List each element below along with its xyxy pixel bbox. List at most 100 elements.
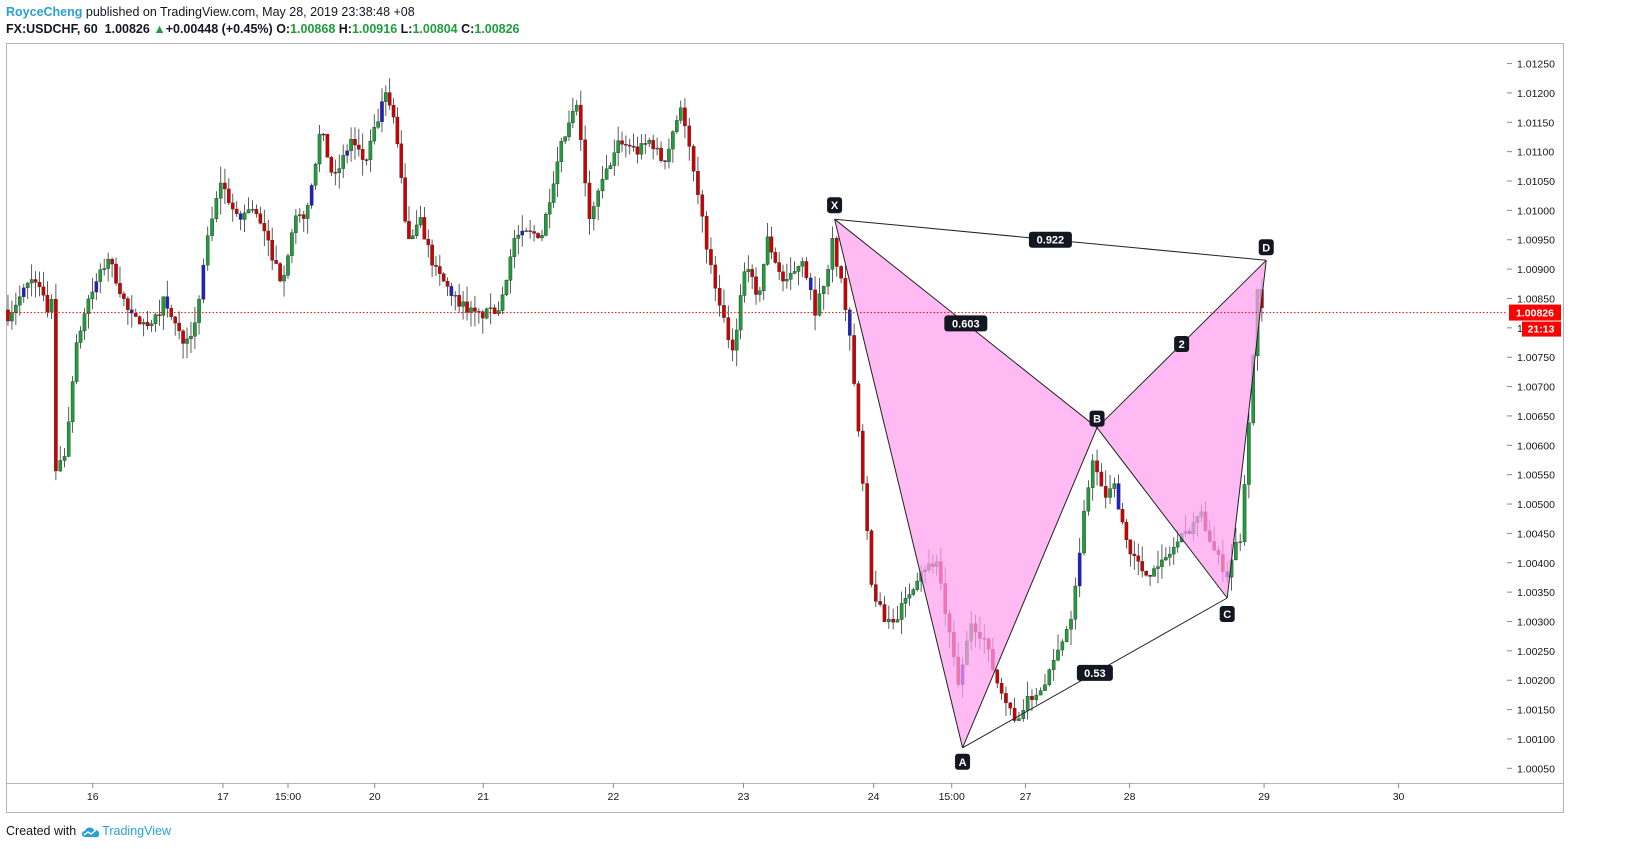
candle-body [995, 669, 1000, 684]
candle-body [74, 342, 79, 382]
candle-body [161, 296, 166, 316]
created-with-label: Created with [6, 824, 77, 838]
candle-body [254, 209, 259, 214]
candle-body [1017, 718, 1021, 721]
time-axis[interactable]: 16 17 15:00 20 21 22 23 24 15:00 27 28 29 30 [87, 783, 1405, 803]
candle-body [18, 296, 22, 306]
candle-body [1164, 557, 1168, 561]
candle-body [313, 163, 318, 186]
author-link[interactable]: RoyceCheng [6, 5, 83, 19]
candle-body [364, 159, 369, 161]
candle-body [333, 172, 338, 174]
candle-body [659, 147, 663, 161]
candle-body [730, 339, 735, 351]
candle-body [426, 239, 431, 246]
candle-body [86, 298, 91, 314]
time-tick-label: 27 [1020, 791, 1032, 803]
candle-body [376, 121, 380, 128]
candle-body [1132, 553, 1137, 557]
candle-body [678, 107, 683, 121]
candle-body [266, 230, 271, 241]
ratio-label-xb: 0.603 [952, 318, 980, 330]
ratio-label-ac-bg [1076, 664, 1113, 681]
candle-body [579, 104, 583, 140]
candle-body [387, 92, 392, 106]
candle-body [130, 309, 134, 314]
candle-body [544, 213, 548, 236]
candle-body [441, 273, 446, 282]
close-label: C: [461, 22, 475, 36]
current-price-line: 1.00826 21:13 [6, 304, 1561, 337]
candle-body [403, 177, 407, 222]
candle-body [337, 168, 342, 173]
candle-body [667, 148, 671, 162]
candle-body [504, 280, 509, 295]
candle-body [153, 314, 158, 325]
time-tick-label: 24 [868, 791, 880, 803]
candle-body [49, 299, 54, 313]
candle-body [1038, 690, 1043, 696]
time-tick-label: 16 [87, 791, 99, 803]
candle-body [274, 260, 278, 264]
ratio-label-xd-bg [1028, 231, 1072, 248]
candle-body [78, 330, 83, 343]
candle-body [66, 421, 71, 457]
candle-body [1120, 509, 1125, 523]
candle-body [1148, 575, 1152, 577]
harmonic-pattern[interactable]: 0.922 0.603 2 0.53 X A B C D [827, 197, 1274, 770]
candle-body [528, 230, 532, 232]
candle-body [329, 157, 334, 173]
candle-body [246, 209, 251, 214]
price-tick-label: 1.00700 [1517, 382, 1555, 394]
candle-body [298, 214, 302, 217]
candle-body [321, 133, 326, 136]
candle-body [899, 603, 904, 620]
footer: Created with TradingView [6, 823, 171, 840]
candle-body [14, 304, 18, 313]
candle-body [430, 244, 434, 266]
ab-leg [962, 427, 1098, 748]
candle-body [700, 194, 705, 217]
time-tick-label: 22 [607, 791, 619, 803]
publish-info: RoyceCheng published on TradingView.com,… [6, 4, 415, 21]
candle-body [262, 223, 267, 232]
candle-body [98, 269, 103, 282]
candle-body [325, 133, 330, 158]
candle-body [294, 215, 298, 233]
candle-body [754, 276, 758, 295]
time-tick-label: 29 [1258, 791, 1270, 803]
candle-body [407, 221, 411, 240]
tradingview-link[interactable]: TradingView [80, 823, 171, 840]
candle-body [70, 381, 75, 423]
candle-body [1047, 669, 1052, 685]
candle-body [391, 105, 396, 118]
candle-body [345, 150, 349, 156]
price-tick-label: 1.01200 [1517, 88, 1555, 100]
ratio-label-bd: 2 [1179, 339, 1185, 351]
candle-body [41, 286, 46, 296]
candle-body [250, 209, 255, 211]
candle-body [181, 330, 185, 344]
time-tick-label: 23 [738, 791, 750, 803]
candle-body [865, 483, 869, 531]
candle-body [227, 188, 231, 204]
candle-body [563, 136, 567, 142]
candle-body [873, 584, 878, 602]
time-tick-label: 17 [217, 791, 229, 803]
candle-body [567, 122, 571, 137]
candle-body [817, 293, 822, 316]
ratio-label-xb-bg [944, 315, 988, 332]
price-axis[interactable]: 1.01250 1.01200 1.01150 1.01100 1.01050 1.010… [1507, 59, 1555, 776]
candle-body [1008, 702, 1013, 709]
candle-body [1056, 649, 1060, 661]
candle-body [839, 266, 843, 279]
candle-body [1064, 628, 1069, 643]
candle-body [384, 92, 388, 102]
candle-body [62, 456, 67, 461]
pattern-point-d: D [1262, 242, 1270, 254]
candle-body [469, 307, 473, 313]
candle-body [33, 279, 38, 283]
ratio-label-bd-bg [1174, 335, 1190, 352]
candle-body [126, 298, 130, 310]
